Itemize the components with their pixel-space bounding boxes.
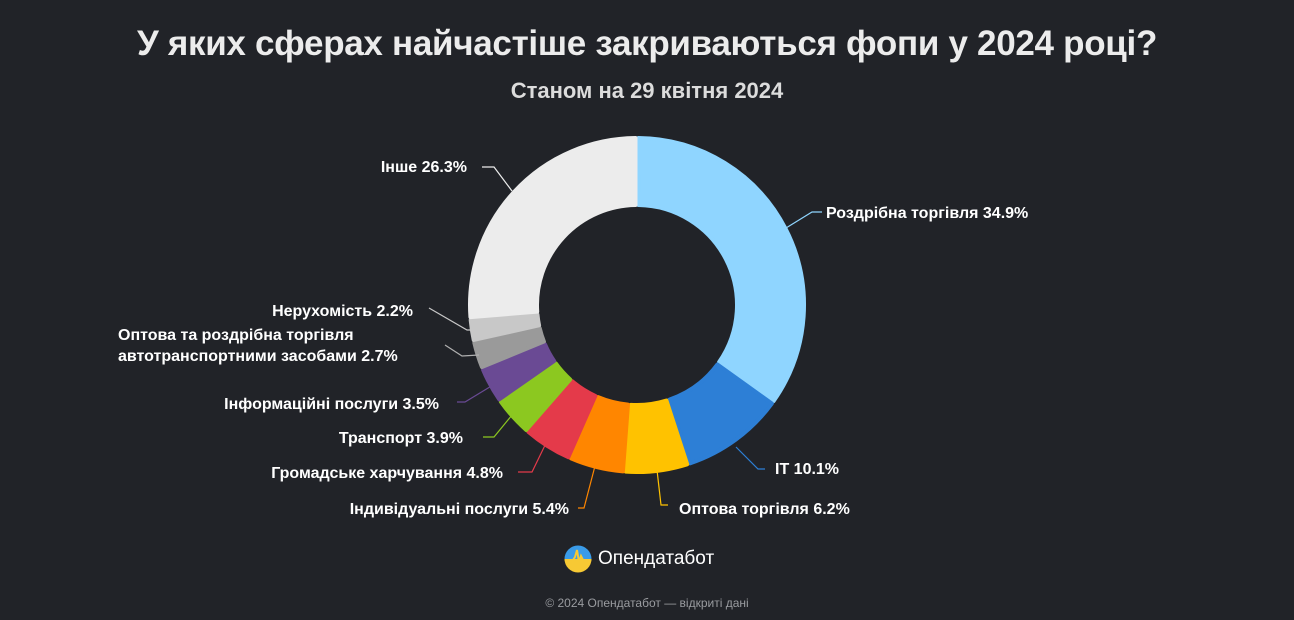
label-catering: Громадське харчування 4.8% [271, 465, 503, 482]
donut-slice[interactable] [472, 326, 546, 370]
label-it: IT 10.1% [775, 461, 839, 478]
donut-slice[interactable] [569, 395, 630, 474]
leader-line-info [457, 381, 499, 403]
donut-slice[interactable] [498, 361, 573, 432]
footer-copyright: © 2024 Опендатабот — відкриті дані [545, 596, 749, 610]
leader-line-retail [785, 211, 822, 229]
donut-slice[interactable] [468, 136, 638, 320]
label-auto-line2: автотранспортними засобами 2.7% [118, 348, 398, 365]
label-individual: Індивідуальні послуги 5.4% [350, 501, 569, 518]
label-auto-line1: Оптова та роздрібна торгівля [118, 327, 354, 344]
leader-line-auto [444, 344, 480, 357]
donut-slice[interactable] [623, 398, 690, 474]
data-labels: Роздрібна торгівля 34.9% IT 10.1% Оптова… [118, 159, 1028, 518]
donut-slice[interactable] [468, 312, 542, 342]
leader-line-it [735, 446, 765, 470]
leader-line-transport [483, 408, 518, 438]
leader-line-wholesale [656, 469, 668, 506]
chart-subtitle: Станом на 29 квітня 2024 [510, 78, 784, 103]
leader-line-catering [518, 436, 550, 473]
chart-title: У яких сферах найчастіше закриваються фо… [136, 24, 1158, 63]
donut-slice[interactable] [667, 362, 774, 466]
label-other: Інше 26.3% [381, 159, 467, 176]
opendatabot-logo-icon [564, 545, 592, 573]
label-retail: Роздрібна торгівля 34.9% [826, 205, 1028, 222]
donut-slices [468, 136, 806, 474]
leader-line-realestate [428, 307, 476, 331]
leader-line-individual [578, 465, 596, 509]
label-wholesale: Оптова торгівля 6.2% [679, 501, 850, 518]
donut-slice[interactable] [636, 136, 806, 404]
label-realestate: Нерухомість 2.2% [272, 303, 413, 320]
brand: Опендатабот [564, 545, 714, 573]
label-transport: Транспорт 3.9% [339, 430, 463, 447]
donut-slice[interactable] [481, 342, 557, 402]
leader-lines [428, 166, 822, 509]
leader-line-other [482, 166, 513, 192]
brand-name: Опендатабот [598, 548, 715, 569]
donut-slice[interactable] [526, 379, 598, 460]
label-info: Інформаційні послуги 3.5% [224, 396, 439, 413]
